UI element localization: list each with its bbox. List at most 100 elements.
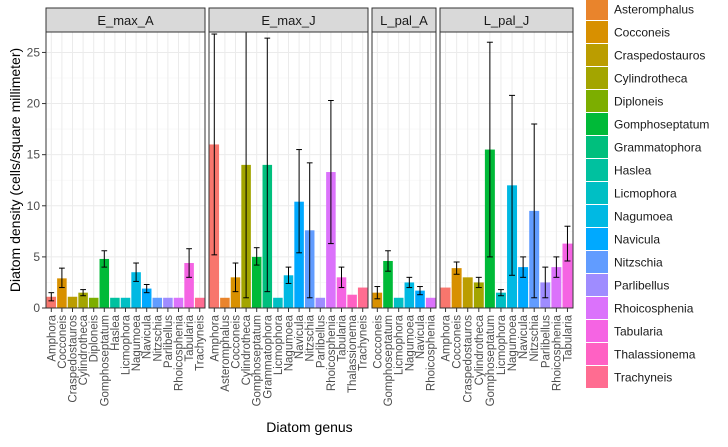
x-tick-label: Cocconeis: [231, 315, 243, 369]
legend: Asteromphalus Cocconeis Craspedostauros Cyl…: [586, 0, 709, 388]
legend-key-cylindrotheca: [586, 67, 608, 89]
bar-haslea: [110, 297, 120, 308]
legend-label: Nitzschia: [614, 256, 663, 270]
x-tick-label: Nagumoea: [284, 314, 296, 371]
x-tick-label: Rhoicosphenia: [551, 314, 563, 391]
error-bar: [186, 248, 192, 278]
legend-label: Grammatophora: [614, 141, 702, 155]
bar-gomphoseptatum: [251, 256, 262, 308]
error-bar: [406, 276, 413, 289]
legend-label: Asteromphalus: [614, 3, 694, 17]
error-bar: [453, 261, 460, 275]
bar-navicula: [518, 267, 529, 308]
panel-E_max_J: E_max_J AmphoraAsteromphalusCocconeisCyli…: [208, 7, 370, 406]
x-tick-label: Rhoicosphenia: [326, 314, 338, 391]
bar-cocconeis: [372, 292, 383, 308]
bar-nagumoea: [131, 272, 141, 308]
error-bar: [48, 292, 55, 302]
bar-amphora: [46, 296, 57, 308]
x-tick-label: Parlibellus: [163, 315, 175, 368]
legend-key-trachyneis: [586, 366, 608, 388]
error-bar: [542, 266, 549, 299]
panel-L_pal_A: L_pal_A CocconeisGomphoseptatumLicmophora…: [371, 7, 438, 406]
x-tick-label: Tabularia: [337, 314, 349, 361]
x-tick-label: Grammatophora: [262, 314, 274, 398]
x-tick-label: Amphora: [209, 314, 221, 361]
x-tick-label: Licmophora: [121, 314, 133, 375]
x-tick-label: Gomphoseptatum: [383, 315, 395, 406]
error-bar: [509, 94, 516, 276]
error-bar: [417, 286, 423, 296]
legend-label: Rhoicosphenia: [614, 302, 694, 316]
legend-label: Diploneis: [614, 95, 663, 109]
bar-licmophora: [273, 297, 283, 308]
bar-cocconeis: [230, 277, 241, 308]
legend-label: Tabularia: [614, 325, 663, 339]
legend-label: Cocconeis: [614, 26, 670, 40]
bar-trachyneis: [357, 287, 368, 308]
x-tick-label: Haslea: [110, 314, 122, 350]
error-bar: [133, 262, 139, 282]
error-bar: [264, 37, 271, 293]
x-tick-label: Asteromphalus: [220, 315, 232, 392]
legend-key-licmophora: [586, 182, 608, 204]
facet-strip: [371, 7, 437, 33]
legend-label: Cylindrotheca: [614, 72, 688, 86]
bar-rhoicosphenia: [173, 297, 184, 308]
panel-border: [371, 31, 437, 309]
panel-background: [372, 32, 436, 308]
bar-parlibellus: [315, 297, 326, 308]
bar-craspedostauros: [462, 277, 473, 308]
bar-licmophora: [393, 297, 404, 308]
x-tick-label: Cocconeis: [372, 315, 384, 369]
error-bar: [143, 283, 150, 294]
y-tick-label: 10: [27, 199, 41, 213]
legend-key-rhoicosphenia: [586, 297, 608, 319]
x-tick-label: Navicula: [294, 314, 306, 359]
bar-thalassionema: [347, 294, 357, 308]
error-bar: [520, 256, 527, 278]
bar-nagumoea: [283, 275, 294, 308]
legend-label: Nagumoea: [614, 210, 673, 224]
error-bar: [80, 289, 86, 297]
legend-key-tabularia: [586, 320, 608, 342]
legend-key-gomphoseptatum: [586, 113, 608, 135]
x-tick-label: Parlibellus: [540, 315, 552, 368]
x-tick-label: Nagumoea: [404, 314, 416, 371]
legend-label: Navicula: [614, 233, 660, 247]
bar-diploneis: [88, 297, 99, 308]
x-tick-label: Rhoicosphenia: [426, 314, 438, 391]
panel-border: [208, 31, 369, 309]
facet-strip: [439, 7, 574, 33]
error-bar: [553, 256, 560, 278]
x-tick-label: Nagumoea: [131, 314, 143, 371]
legend-label: Craspedostauros: [614, 49, 705, 63]
x-tick-label: Navicula: [142, 314, 154, 359]
x-axis-title: Diatom genus: [266, 419, 352, 435]
facet-strip: [208, 7, 369, 33]
x-tick-label: Nagumoea: [507, 314, 519, 371]
x-tick-label: Cylindrotheca: [474, 314, 486, 385]
bar-amphora: [440, 287, 451, 308]
x-tick-label: Tabularia: [184, 314, 196, 361]
legend-key-craspedostauros: [586, 44, 608, 66]
legend-key-nitzschia: [586, 251, 608, 273]
x-tick-label: Trachyneis: [358, 315, 370, 371]
x-tick-label: Navicula: [415, 314, 427, 359]
bar-gomphoseptatum: [99, 258, 110, 308]
legend-key-thalassionema: [586, 343, 608, 365]
bar-cylindrotheca: [473, 282, 484, 308]
error-bar: [328, 99, 334, 245]
x-tick-label: Craspedostauros: [68, 315, 80, 403]
error-bar: [101, 250, 108, 268]
legend-key-haslea: [586, 159, 608, 181]
legend-key-diploneis: [586, 90, 608, 112]
bar-navicula: [141, 288, 152, 308]
legend-key-asteromphalus: [586, 0, 608, 20]
error-bar: [59, 267, 65, 289]
x-tick-label: Nitzschia: [152, 314, 164, 361]
legend-label: Parlibellus: [614, 279, 669, 293]
bar-trachyneis: [194, 297, 205, 308]
y-tick-label: 25: [27, 45, 41, 59]
